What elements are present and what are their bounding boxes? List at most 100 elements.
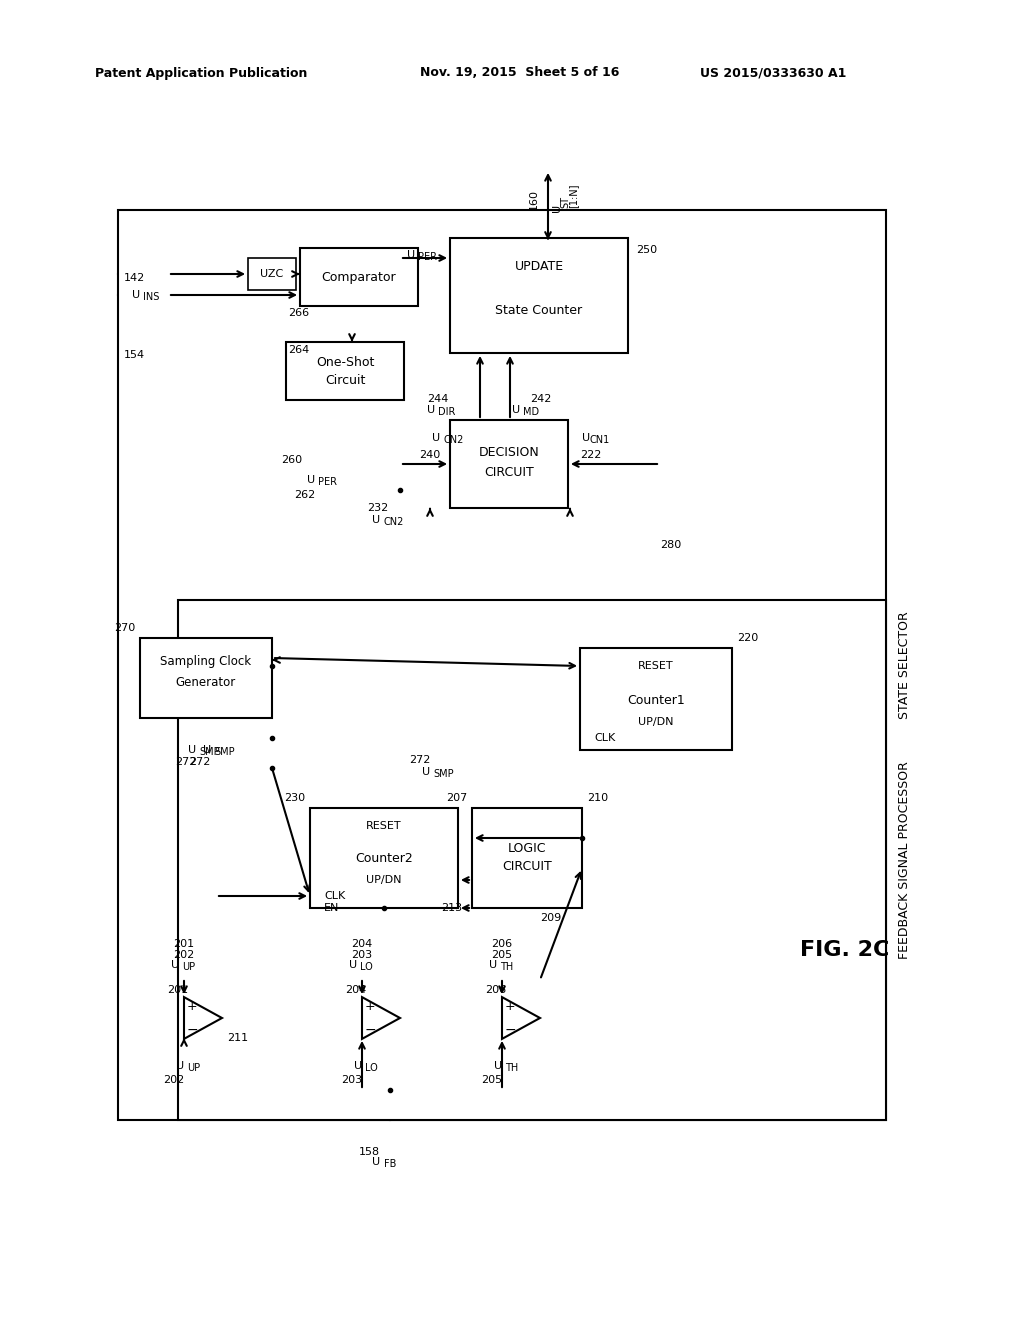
- Text: PER: PER: [318, 477, 337, 487]
- Text: 205: 205: [492, 950, 513, 960]
- Text: U: U: [176, 1061, 184, 1071]
- Text: 202: 202: [163, 1074, 184, 1085]
- Bar: [140, 638, 272, 718]
- Text: RESET: RESET: [638, 661, 674, 671]
- Text: −: −: [186, 1023, 198, 1036]
- Text: 201: 201: [167, 985, 188, 995]
- Bar: [118, 210, 886, 1119]
- Bar: [472, 808, 582, 908]
- Text: CLK: CLK: [324, 891, 345, 902]
- Text: TH: TH: [500, 962, 513, 972]
- Text: Generator: Generator: [176, 676, 237, 689]
- Text: FEEDBACK SIGNAL PROCESSOR: FEEDBACK SIGNAL PROCESSOR: [897, 762, 910, 958]
- Text: CIRCUIT: CIRCUIT: [484, 466, 534, 479]
- Text: 158: 158: [358, 1147, 380, 1158]
- Text: ST: ST: [560, 195, 570, 209]
- Text: DECISION: DECISION: [478, 446, 540, 458]
- Text: STATE SELECTOR: STATE SELECTOR: [897, 611, 910, 719]
- Text: Counter2: Counter2: [355, 851, 413, 865]
- Text: SMP: SMP: [214, 747, 234, 756]
- Text: US 2015/0333630 A1: US 2015/0333630 A1: [700, 66, 847, 79]
- Text: −: −: [365, 1023, 376, 1036]
- Text: U: U: [552, 203, 562, 213]
- Text: CN1: CN1: [590, 436, 610, 445]
- Text: U: U: [307, 475, 315, 484]
- Text: 204: 204: [345, 985, 366, 995]
- Text: One-Shot: One-Shot: [315, 355, 374, 368]
- Text: DIR: DIR: [438, 407, 456, 417]
- Text: U: U: [171, 960, 179, 970]
- Text: 211: 211: [227, 1034, 248, 1043]
- Text: UP/DN: UP/DN: [367, 875, 401, 884]
- Bar: [286, 342, 404, 400]
- Text: Patent Application Publication: Patent Application Publication: [95, 66, 307, 79]
- Text: U: U: [349, 960, 357, 970]
- Text: UPDATE: UPDATE: [514, 260, 563, 272]
- Text: 270: 270: [114, 623, 135, 634]
- Text: EN: EN: [324, 903, 339, 913]
- Text: −: −: [504, 1023, 516, 1036]
- Text: 262: 262: [294, 490, 315, 500]
- Bar: [178, 601, 886, 1119]
- Text: RESET: RESET: [367, 821, 401, 832]
- Text: UP/DN: UP/DN: [638, 717, 674, 727]
- Text: Comparator: Comparator: [322, 271, 396, 284]
- Text: UP: UP: [182, 962, 196, 972]
- Text: 272: 272: [175, 756, 196, 767]
- Text: CN2: CN2: [443, 436, 464, 445]
- Text: SMP: SMP: [199, 747, 219, 756]
- Text: 222: 222: [580, 450, 601, 459]
- Text: 160: 160: [529, 190, 539, 210]
- Text: PER: PER: [418, 252, 437, 261]
- Text: UZC: UZC: [260, 269, 284, 279]
- Text: 203: 203: [341, 1074, 362, 1085]
- Text: +: +: [365, 1001, 376, 1014]
- Text: 244: 244: [427, 393, 449, 404]
- Text: 272: 272: [409, 755, 430, 766]
- Text: SMP: SMP: [433, 770, 454, 779]
- Text: 280: 280: [660, 540, 681, 550]
- Text: 203: 203: [351, 950, 373, 960]
- Text: U: U: [354, 1061, 362, 1071]
- Text: U: U: [512, 405, 520, 414]
- Text: U: U: [422, 767, 430, 777]
- Text: U: U: [372, 515, 380, 525]
- Text: U: U: [582, 433, 590, 444]
- Text: 272: 272: [189, 756, 211, 767]
- Text: U: U: [488, 960, 497, 970]
- Text: 210: 210: [587, 793, 608, 803]
- Text: U: U: [372, 1158, 380, 1167]
- Text: 206: 206: [492, 939, 513, 949]
- Text: 240: 240: [419, 450, 440, 459]
- Text: U: U: [494, 1061, 502, 1071]
- Text: CN2: CN2: [383, 517, 403, 527]
- Text: 260: 260: [281, 455, 302, 465]
- Text: U: U: [203, 744, 211, 755]
- Text: LOGIC: LOGIC: [508, 842, 546, 854]
- Text: U: U: [132, 290, 140, 300]
- Bar: [248, 257, 296, 290]
- Bar: [580, 648, 732, 750]
- Text: CIRCUIT: CIRCUIT: [502, 859, 552, 873]
- Text: FB: FB: [384, 1159, 396, 1170]
- Text: 232: 232: [367, 503, 388, 513]
- Bar: [450, 238, 628, 352]
- Text: 201: 201: [173, 939, 195, 949]
- Text: State Counter: State Counter: [496, 304, 583, 317]
- Text: U: U: [427, 405, 435, 414]
- Text: 202: 202: [173, 950, 195, 960]
- Text: UP: UP: [187, 1063, 200, 1073]
- Bar: [300, 248, 418, 306]
- Text: 266: 266: [288, 308, 309, 318]
- Text: FIG. 2C: FIG. 2C: [800, 940, 890, 960]
- Text: U: U: [407, 249, 415, 260]
- Text: +: +: [186, 1001, 198, 1014]
- Text: INS: INS: [143, 292, 160, 302]
- Text: 242: 242: [530, 393, 551, 404]
- Text: 213: 213: [441, 903, 462, 913]
- Text: 209: 209: [540, 913, 561, 923]
- Text: 154: 154: [124, 350, 145, 360]
- Text: MD: MD: [523, 407, 539, 417]
- Text: Nov. 19, 2015  Sheet 5 of 16: Nov. 19, 2015 Sheet 5 of 16: [420, 66, 620, 79]
- Text: [1:N]: [1:N]: [568, 183, 578, 209]
